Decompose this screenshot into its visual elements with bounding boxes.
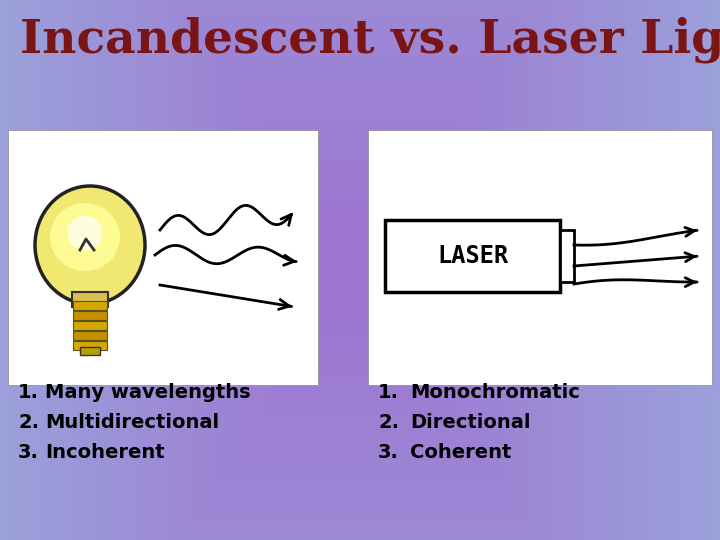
Bar [73, 301, 107, 310]
Bar [8, 130, 318, 385]
Ellipse shape [68, 215, 102, 251]
Bar [73, 311, 107, 320]
Text: Incoherent: Incoherent [45, 442, 165, 462]
Text: Incandescent vs. Laser Light: Incandescent vs. Laser Light [20, 17, 720, 63]
Bar [73, 331, 107, 340]
Bar [80, 347, 100, 355]
Text: LASER: LASER [437, 244, 508, 268]
Bar [73, 321, 107, 330]
Ellipse shape [35, 186, 145, 304]
Text: 1.: 1. [18, 382, 39, 402]
Bar [368, 130, 712, 385]
Text: 1.: 1. [378, 382, 399, 402]
Bar [72, 292, 108, 307]
Text: Many wavelengths: Many wavelengths [45, 382, 251, 402]
Text: 3.: 3. [378, 442, 399, 462]
Bar [73, 341, 107, 350]
Ellipse shape [50, 203, 120, 271]
Text: Directional: Directional [410, 413, 531, 431]
Bar [385, 220, 560, 292]
Text: 3.: 3. [18, 442, 39, 462]
Text: 2.: 2. [18, 413, 39, 431]
Text: Monochromatic: Monochromatic [410, 382, 580, 402]
Text: 2.: 2. [378, 413, 399, 431]
Bar [560, 230, 574, 282]
Text: Coherent: Coherent [410, 442, 511, 462]
Text: Multidirectional: Multidirectional [45, 413, 219, 431]
